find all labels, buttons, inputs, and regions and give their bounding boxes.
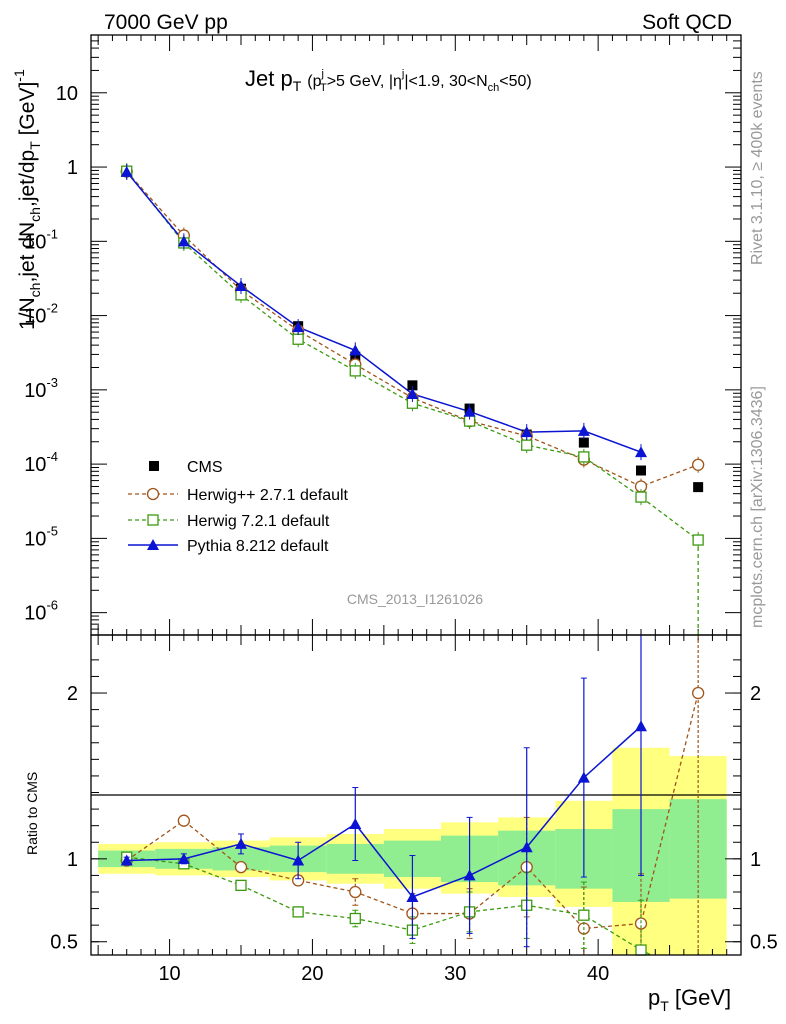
main-point — [292, 321, 305, 333]
main-line-pythia — [126, 171, 642, 453]
ratio-point — [463, 869, 476, 881]
main-point — [636, 465, 646, 476]
main-ytick-label: 10-6 — [24, 598, 58, 625]
analysis-watermark: CMS_2013_I1261026 — [347, 591, 483, 607]
ratio-ytick-label: 2 — [67, 683, 78, 705]
ratio-point — [349, 818, 362, 830]
main-point — [407, 380, 418, 391]
main-ytick-label: 10-1 — [24, 226, 58, 253]
ratio-series — [120, 634, 705, 956]
rivet-label: Rivet 3.1.10, ≥ 400k events — [749, 71, 766, 265]
legend-marker-pythia — [147, 539, 159, 550]
legend: CMS Herwig++ 2.7.1 default Herwig 7.2.1 … — [128, 459, 349, 555]
ratio-point — [292, 854, 305, 866]
ratio-ylabel: Ratio to CMS — [24, 772, 40, 855]
main-point — [577, 424, 590, 436]
main-ylabel: 1/Nch,jet dNch,jet/dpT [GeV]-1 — [11, 69, 43, 330]
main-ytick-label: 10-3 — [24, 375, 58, 402]
main-point — [177, 235, 190, 247]
main-point — [691, 458, 705, 471]
main-line-herwig++ — [126, 171, 699, 488]
ratio-ytick-label-right: 2 — [750, 683, 761, 705]
ratio-point — [235, 837, 247, 849]
xtick-label: 30 — [444, 963, 466, 985]
main-point — [406, 387, 419, 399]
ratio-point — [635, 720, 647, 732]
main-axis-ticks: 10-6 10-5 10-4 10-3 10-2 10-1 1 10 — [24, 34, 741, 636]
x-axis-label: pT [GeV] — [648, 985, 731, 1014]
xtick-label: 40 — [587, 963, 609, 985]
ratio-point — [292, 906, 304, 918]
xtick-label: 10 — [158, 963, 180, 985]
band-inner — [669, 799, 727, 899]
ratio-ytick-label: 0.5 — [50, 932, 78, 954]
legend-label-cms: CMS — [187, 459, 223, 476]
ratio-line — [126, 692, 699, 930]
main-point — [635, 491, 647, 503]
header-left: 7000 GeV pp — [104, 11, 228, 34]
ratio-point — [691, 686, 705, 700]
main-point — [693, 482, 704, 493]
ratio-ytick-label: 1 — [67, 849, 78, 871]
main-ytick-label: 10-2 — [24, 301, 58, 328]
ratio-point — [406, 890, 419, 902]
ratio-axis-ticks: 0.5 0.5 1 1 2 2 10 20 30 40 — [50, 635, 778, 985]
legend-entry-pythia: Pythia 8.212 default — [128, 538, 329, 555]
header-right: Soft QCD — [642, 11, 732, 34]
ratio-point — [235, 879, 247, 892]
main-point — [578, 451, 590, 463]
main-ytick-label: 10-4 — [24, 449, 58, 476]
ratio-point — [578, 909, 590, 921]
main-point — [521, 439, 533, 451]
main-point — [520, 426, 533, 438]
legend-entry-cms: CMS — [149, 459, 223, 476]
ratio-point — [120, 854, 133, 866]
main-point — [292, 333, 304, 345]
legend-entry-herwigpp: Herwig++ 2.7.1 default — [128, 487, 349, 504]
ratio-ytick-label-right: 1 — [750, 849, 761, 871]
main-series — [120, 163, 705, 635]
ratio-point — [577, 771, 590, 783]
main-ytick-label: 10-5 — [24, 523, 58, 550]
legend-label-pythia: Pythia 8.212 default — [187, 538, 329, 555]
main-point — [235, 280, 247, 292]
ratio-point — [234, 860, 248, 874]
legend-entry-herwig7: Herwig 7.2.1 default — [128, 513, 330, 530]
main-point — [120, 165, 133, 177]
legend-marker-cms — [149, 461, 159, 471]
ratio-point — [177, 852, 190, 864]
main-point — [578, 437, 589, 448]
ratio-frame — [90, 634, 742, 956]
legend-label-herwig7: Herwig 7.2.1 default — [187, 513, 330, 530]
main-title: Jet pT (pj T>5 GeV, |ηj|<1.9, 30<Nch<50) — [245, 66, 532, 94]
main-point — [635, 446, 647, 458]
main-point — [349, 344, 362, 356]
main-point — [463, 405, 476, 417]
ratio-point — [635, 944, 647, 956]
xtick-label: 20 — [301, 963, 323, 985]
main-point — [692, 534, 704, 546]
main-point — [349, 365, 361, 377]
ratio-point — [520, 841, 533, 853]
main-ytick-label: 10 — [56, 83, 78, 105]
band-inner — [212, 847, 270, 871]
ratio-point — [349, 885, 362, 899]
legend-marker-herwigpp — [146, 487, 160, 501]
mcplots-label: mcplots.cern.ch [arXiv:1306.3436] — [749, 386, 766, 628]
main-ytick-label: 1 — [67, 157, 78, 179]
legend-marker-herwig7 — [147, 514, 159, 526]
ratio-point — [177, 814, 191, 827]
legend-label-herwigpp: Herwig++ 2.7.1 default — [187, 487, 349, 504]
ratio-line — [126, 725, 642, 898]
ratio-point — [349, 912, 361, 925]
ratio-ytick-label-right: 0.5 — [750, 932, 778, 954]
main-line-herwig — [126, 170, 699, 541]
